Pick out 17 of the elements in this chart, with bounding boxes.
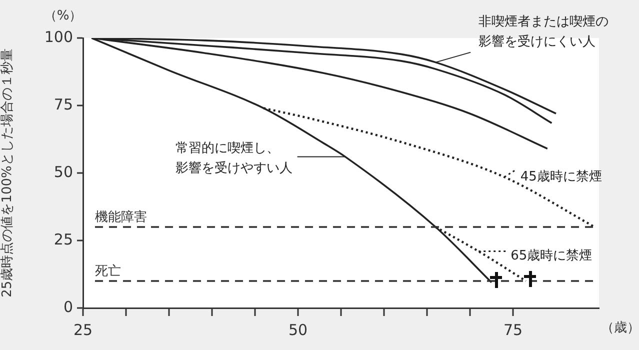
y-tick-label: 50 <box>54 162 73 181</box>
text: （%） <box>44 8 82 24</box>
legend-label: 45歳時に禁煙 <box>520 169 602 184</box>
y-tick-label: 25 <box>54 230 73 248</box>
ref-line-label: 死亡 <box>95 263 121 279</box>
y-tick-label: 75 <box>54 95 73 114</box>
ref-line-label: 機能障害 <box>95 209 147 225</box>
legend-label: 65歳時に禁煙 <box>510 248 592 264</box>
y-tick-label: 0 <box>63 298 73 316</box>
x-axis-title: （歳） <box>601 320 639 336</box>
x-tick-label: 25 <box>73 320 93 339</box>
y-tick-label: 100 <box>44 28 73 46</box>
x-tick-label: 50 <box>288 320 308 339</box>
x-tick-label: 75 <box>503 320 523 339</box>
y-axis-title: 25歳時点の値を100%とした場合の１秒量 <box>0 48 16 298</box>
series-label: 常習的に喫煙し、影響を受けやすい人 <box>175 141 292 176</box>
text: 非喫煙者または喫煙の影響を受けにくい人 <box>478 14 609 50</box>
